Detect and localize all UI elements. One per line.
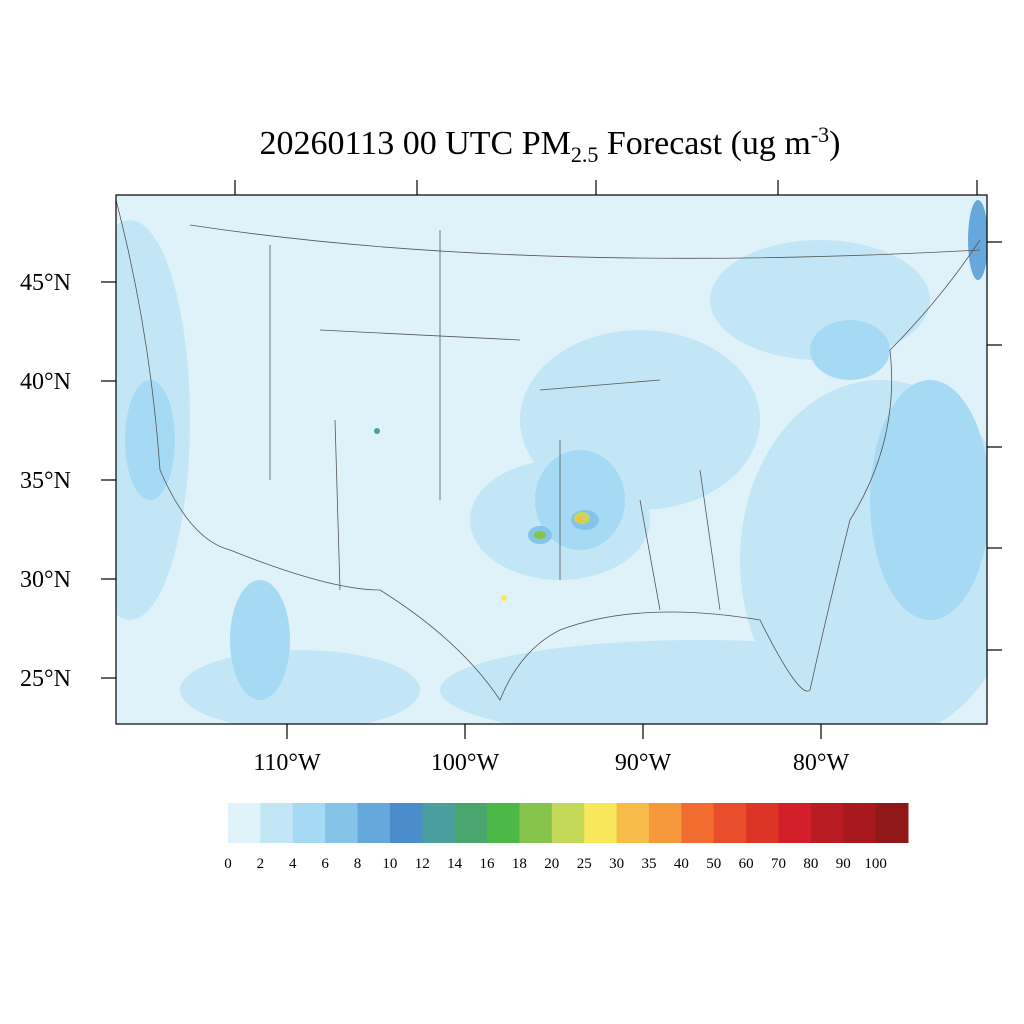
colorbar-label: 20 — [544, 856, 559, 872]
colorbar-label: 4 — [289, 856, 297, 872]
colorbar-swatch — [325, 803, 359, 843]
lat-label: 35°N — [20, 468, 71, 494]
colorbar-swatch — [292, 803, 326, 843]
lat-label: 30°N — [20, 567, 71, 593]
title-rest: Forecast (ug m — [598, 125, 810, 162]
title-main: 20260113 00 UTC PM — [260, 125, 571, 162]
frame-ticks — [101, 180, 1002, 739]
colorbar-label: 70 — [771, 856, 786, 872]
colorbar-swatch — [875, 803, 909, 843]
colorbar-swatch — [616, 803, 650, 843]
colorbar-label: 0 — [224, 856, 232, 872]
colorbar-label: 12 — [415, 856, 430, 872]
pm-field-mid — [125, 320, 987, 700]
pm-hotspots — [374, 200, 987, 601]
colorbar-label: 60 — [739, 856, 754, 872]
colorbar-label: 50 — [706, 856, 721, 872]
lon-label: 90°W — [615, 750, 672, 776]
colorbar-label: 2 — [257, 856, 265, 872]
colorbar-label: 14 — [447, 856, 463, 872]
colorbar-swatch — [843, 803, 877, 843]
lat-label: 45°N — [20, 270, 71, 296]
borders — [116, 199, 981, 701]
map-area — [101, 180, 1002, 739]
colorbar-swatch — [810, 803, 844, 843]
colorbar-label: 35 — [641, 856, 656, 872]
colorbar-label: 100 — [864, 856, 887, 872]
lat-label: 40°N — [20, 369, 71, 395]
colorbar-swatch — [422, 803, 456, 843]
colorbar-swatch — [746, 803, 779, 843]
colorbar-swatch — [713, 803, 747, 843]
colorbar-label: 40 — [674, 856, 689, 872]
map-frame — [115, 194, 988, 725]
colorbar-swatch — [519, 803, 553, 843]
colorbar-swatch — [228, 803, 261, 843]
colorbar-label: 8 — [354, 856, 362, 872]
title-end: ) — [829, 125, 840, 162]
colorbar-swatch — [454, 803, 488, 843]
colorbar-label: 16 — [480, 856, 496, 872]
colorbar-swatch — [389, 803, 423, 843]
colorbar-label: 80 — [803, 856, 818, 872]
colorbar-swatch — [260, 803, 294, 843]
colorbar-label: 90 — [836, 856, 851, 872]
title-sub: 2.5 — [571, 142, 599, 167]
colorbar-label: 6 — [321, 856, 329, 872]
lon-label: 110°W — [253, 750, 321, 776]
map-title: 20260113 00 UTC PM2.5 Forecast (ug m-3) — [260, 122, 841, 167]
colorbar-swatch — [778, 803, 812, 843]
colorbar-label: 25 — [577, 856, 592, 872]
title-sup: -3 — [811, 122, 829, 147]
colorbar-label: 18 — [512, 856, 527, 872]
colorbar-swatch — [584, 803, 618, 843]
lat-label: 25°N — [20, 666, 71, 692]
lon-label: 80°W — [793, 750, 850, 776]
colorbar-swatch — [357, 803, 391, 843]
colorbar-swatch — [681, 803, 715, 843]
lon-label: 100°W — [431, 750, 500, 776]
colorbar-swatch — [648, 803, 682, 843]
colorbar-label: 10 — [382, 856, 397, 872]
colorbar-swatch — [551, 803, 585, 843]
colorbar-swatch — [487, 803, 520, 843]
colorbar-label: 30 — [609, 856, 624, 872]
